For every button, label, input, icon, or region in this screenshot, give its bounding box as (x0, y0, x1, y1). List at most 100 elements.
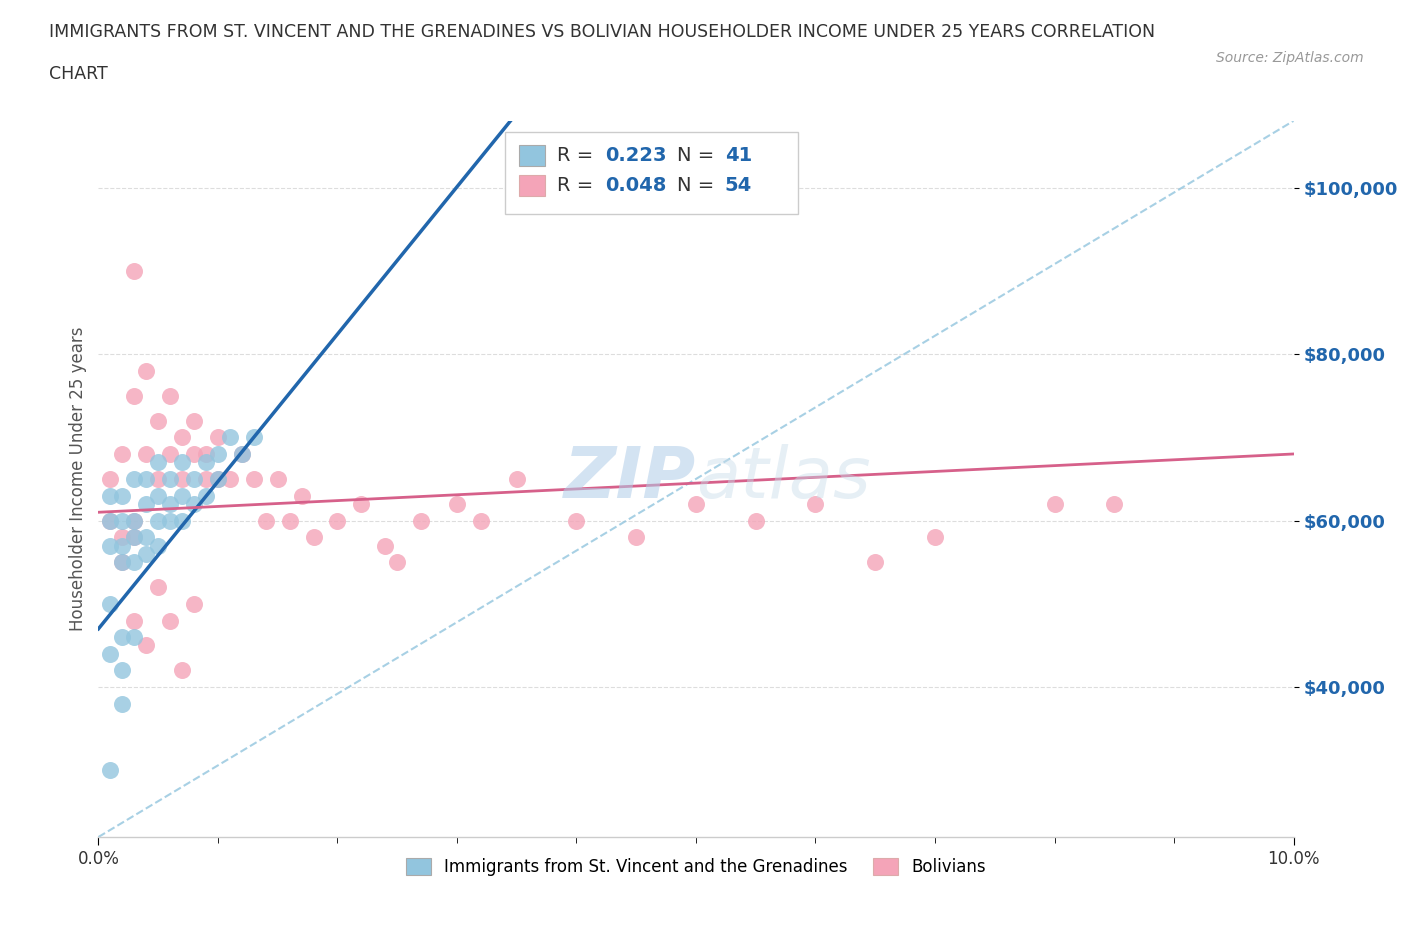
Point (172, 663, 194, 678)
Point (278, 513, 301, 528)
Point (470, 513, 492, 528)
Text: Source: ZipAtlas.com: Source: ZipAtlas.com (1216, 51, 1364, 65)
Point (172, 430, 194, 445)
Point (111, 488, 134, 503)
Point (924, 530, 946, 545)
Point (745, 513, 768, 528)
Point (135, 446, 157, 461)
Point (207, 472, 229, 486)
Text: 0.048: 0.048 (605, 176, 666, 195)
Point (124, 530, 146, 545)
Point (111, 630, 134, 644)
Text: 41: 41 (724, 146, 752, 165)
Point (183, 413, 205, 428)
Point (98, 646, 122, 661)
Point (111, 530, 134, 545)
Point (98, 596, 122, 611)
Point (374, 538, 396, 553)
Point (135, 638, 157, 653)
Point (135, 472, 157, 486)
Point (159, 497, 181, 512)
Point (865, 555, 887, 570)
Point (172, 472, 194, 486)
Point (254, 513, 277, 528)
Point (111, 555, 134, 570)
Point (207, 446, 229, 461)
Point (195, 472, 218, 486)
Point (1104, 497, 1126, 512)
Legend: Immigrants from St. Vincent and the Grenadines, Bolivians: Immigrants from St. Vincent and the Gren… (399, 851, 993, 883)
FancyBboxPatch shape (505, 132, 797, 214)
Point (243, 430, 266, 445)
Point (1043, 497, 1066, 512)
Point (124, 388, 146, 403)
Point (148, 413, 170, 428)
Point (135, 530, 157, 545)
Point (135, 364, 157, 379)
Point (148, 513, 170, 528)
Point (98, 513, 122, 528)
Point (148, 488, 170, 503)
Text: N =: N = (676, 176, 714, 195)
Point (172, 455, 194, 470)
Point (124, 513, 146, 528)
Text: R =: R = (557, 146, 593, 165)
Point (98, 488, 122, 503)
Point (159, 613, 181, 628)
Point (183, 596, 205, 611)
Point (207, 472, 229, 486)
Point (98, 513, 122, 528)
Text: ZIP: ZIP (564, 445, 696, 513)
Point (626, 530, 648, 545)
Point (183, 497, 205, 512)
Point (172, 488, 194, 503)
Point (111, 697, 134, 711)
Point (183, 446, 205, 461)
Point (159, 472, 181, 486)
Point (350, 497, 373, 512)
Point (159, 513, 181, 528)
Y-axis label: Householder Income Under 25 years: Householder Income Under 25 years (69, 326, 87, 631)
Point (111, 663, 134, 678)
Point (148, 472, 170, 486)
Point (685, 497, 707, 512)
Point (219, 472, 242, 486)
Point (148, 455, 170, 470)
Point (124, 472, 146, 486)
Point (159, 446, 181, 461)
Point (98, 538, 122, 553)
Point (124, 263, 146, 278)
Point (195, 455, 218, 470)
Text: N =: N = (676, 146, 714, 165)
Point (111, 555, 134, 570)
Point (111, 538, 134, 553)
Point (124, 513, 146, 528)
Point (124, 613, 146, 628)
FancyBboxPatch shape (519, 175, 546, 196)
Text: 0.223: 0.223 (605, 146, 666, 165)
Point (207, 430, 229, 445)
Point (148, 579, 170, 594)
Point (219, 430, 242, 445)
Point (172, 513, 194, 528)
Point (183, 472, 205, 486)
Point (159, 388, 181, 403)
Point (135, 547, 157, 562)
Text: atlas: atlas (696, 445, 870, 513)
Point (326, 513, 349, 528)
Text: CHART: CHART (49, 65, 108, 83)
Point (291, 488, 314, 503)
Point (385, 555, 409, 570)
Point (124, 555, 146, 570)
Text: IMMIGRANTS FROM ST. VINCENT AND THE GRENADINES VS BOLIVIAN HOUSEHOLDER INCOME UN: IMMIGRANTS FROM ST. VINCENT AND THE GREN… (49, 23, 1156, 41)
Point (506, 472, 529, 486)
Point (148, 538, 170, 553)
Point (446, 497, 468, 512)
Point (111, 446, 134, 461)
Point (195, 488, 218, 503)
Point (804, 497, 827, 512)
Point (231, 446, 253, 461)
Point (98, 763, 122, 777)
Point (565, 513, 588, 528)
Text: 54: 54 (724, 176, 752, 195)
